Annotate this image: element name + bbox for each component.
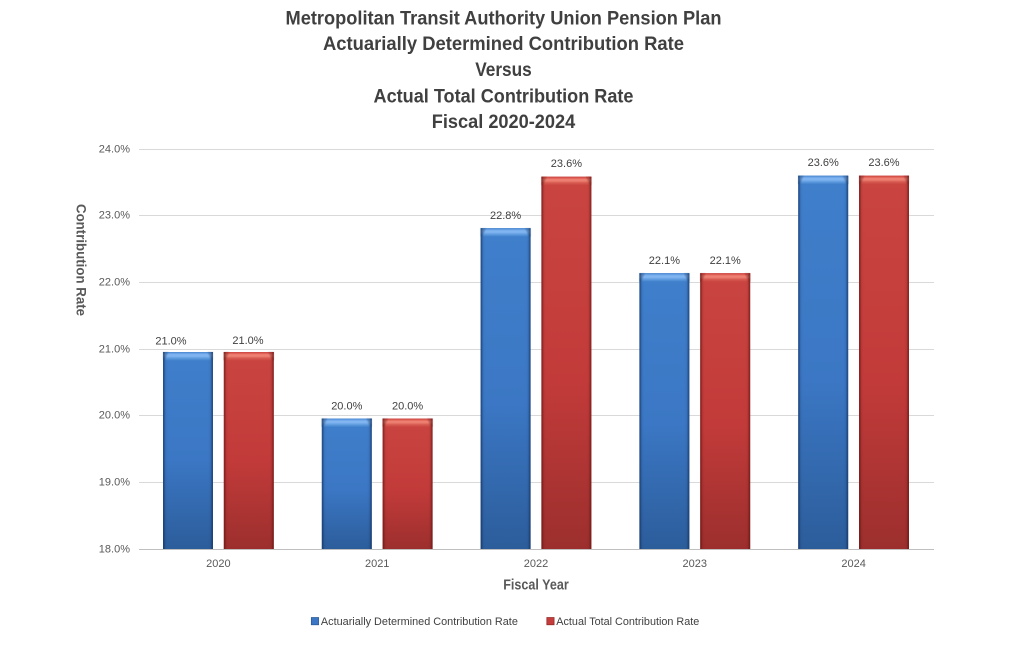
svg-text:21.0%: 21.0% — [155, 336, 186, 348]
svg-text:Actual Total Contribution Rate: Actual Total Contribution Rate — [556, 616, 699, 628]
svg-text:21.0%: 21.0% — [99, 344, 130, 356]
svg-text:20.0%: 20.0% — [331, 401, 362, 413]
svg-text:19.0%: 19.0% — [99, 477, 130, 489]
svg-text:23.0%: 23.0% — [99, 210, 130, 222]
svg-text:22.8%: 22.8% — [490, 210, 521, 222]
svg-text:2022: 2022 — [524, 558, 548, 570]
svg-text:22.1%: 22.1% — [710, 255, 741, 267]
svg-text:20.0%: 20.0% — [99, 410, 130, 422]
svg-text:Contribution Rate: Contribution Rate — [74, 204, 90, 316]
svg-text:2020: 2020 — [206, 558, 230, 570]
svg-text:23.6%: 23.6% — [868, 157, 899, 169]
svg-text:22.1%: 22.1% — [649, 255, 680, 267]
svg-text:18.0%: 18.0% — [99, 544, 130, 556]
svg-text:23.6%: 23.6% — [551, 158, 582, 170]
svg-text:Actuarially Determined Contrib: Actuarially Determined Contribution Rate — [323, 34, 684, 55]
svg-text:20.0%: 20.0% — [392, 401, 423, 413]
svg-text:2024: 2024 — [841, 558, 865, 570]
svg-text:24.0%: 24.0% — [99, 144, 130, 156]
svg-text:Versus: Versus — [475, 60, 532, 81]
svg-text:Actual Total Contribution Rate: Actual Total Contribution Rate — [374, 86, 634, 107]
svg-text:2023: 2023 — [683, 558, 707, 570]
svg-text:Fiscal 2020-2024: Fiscal 2020-2024 — [432, 112, 576, 133]
svg-text:2021: 2021 — [365, 558, 389, 570]
svg-text:23.6%: 23.6% — [808, 157, 839, 169]
svg-text:21.0%: 21.0% — [232, 335, 263, 347]
svg-text:Metropolitan Transit Authority: Metropolitan Transit Authority Union Pen… — [286, 8, 722, 29]
svg-text:Actuarially Determined Contrib: Actuarially Determined Contribution Rate — [321, 616, 518, 628]
svg-text:Fiscal Year: Fiscal Year — [503, 578, 569, 594]
svg-text:22.0%: 22.0% — [99, 277, 130, 289]
